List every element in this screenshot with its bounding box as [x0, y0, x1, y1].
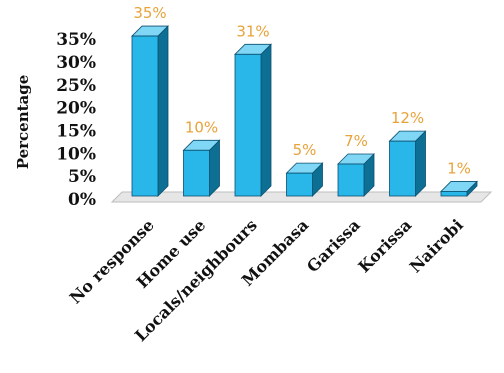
- data-label: 31%: [236, 22, 269, 40]
- y-tick-label: 0%: [68, 190, 96, 210]
- y-axis-title: Percentage: [14, 75, 32, 170]
- x-category-label: Korissa: [354, 215, 415, 276]
- y-tick-label: 10%: [56, 144, 96, 164]
- bar: [388, 130, 427, 197]
- bar-front-face: [183, 149, 210, 197]
- bar-side-face: [157, 25, 169, 197]
- bar-front-face: [286, 172, 313, 197]
- x-category-label: Nairobi: [406, 215, 467, 276]
- data-labels: 35% 10% 31% 5% 7% 12% 1%: [133, 4, 471, 177]
- data-label: 10%: [185, 118, 218, 136]
- data-label: 1%: [447, 159, 471, 177]
- bar: [234, 43, 272, 197]
- data-label: 35%: [133, 4, 166, 22]
- x-category-label: Garissa: [303, 215, 364, 276]
- bar-front-face: [337, 163, 365, 197]
- bar: [285, 162, 324, 197]
- y-tick-label: 30%: [56, 53, 96, 73]
- y-axis-ticks: 0% 5% 10% 15%20% 25% 30% 35%: [56, 30, 96, 210]
- bar-front-face: [440, 191, 468, 197]
- bar: [440, 180, 478, 197]
- x-category-label: No response: [66, 215, 158, 307]
- data-label: 7%: [344, 132, 368, 150]
- bar-front-face: [389, 140, 416, 197]
- y-tick-label: 35%: [56, 30, 96, 50]
- bar: [182, 139, 221, 197]
- bar-front-face: [131, 35, 159, 197]
- bar-side-face: [415, 130, 426, 197]
- y-tick-label: 25%: [56, 76, 96, 96]
- data-label: 5%: [293, 141, 317, 159]
- y-tick-label: 5%: [68, 167, 96, 187]
- y-tick-label: 15%: [56, 121, 96, 141]
- bar-series: [131, 25, 478, 197]
- y-tick-label: 20%: [56, 99, 96, 119]
- bar-side-face: [260, 43, 272, 197]
- data-label: 12%: [391, 109, 424, 127]
- bar: [337, 153, 375, 197]
- bar-front-face: [234, 53, 262, 197]
- bar: [131, 25, 169, 197]
